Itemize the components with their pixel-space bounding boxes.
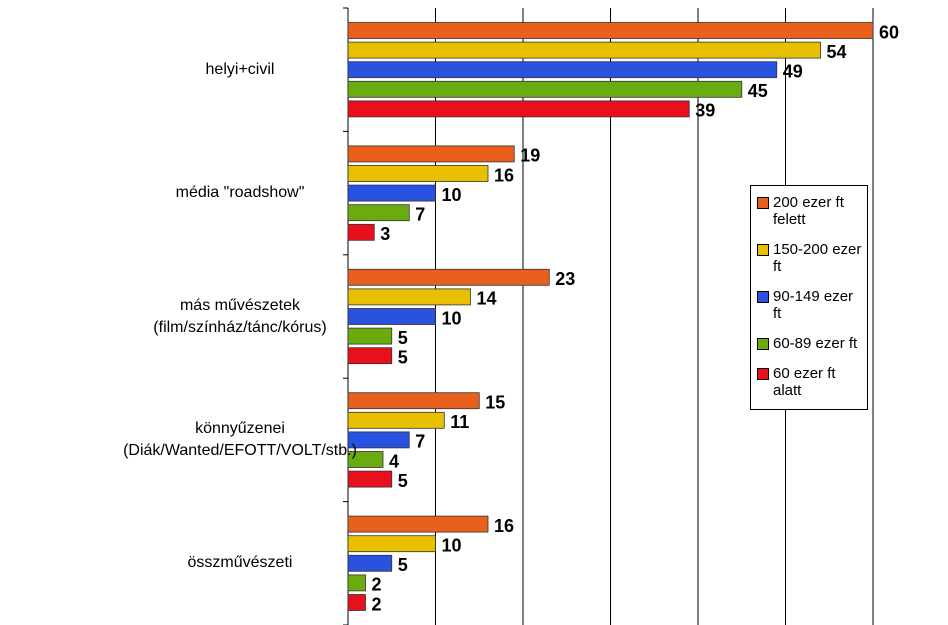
value-label: 4: [389, 451, 399, 471]
value-label: 5: [398, 555, 408, 575]
value-label: 7: [415, 204, 425, 224]
bar: [347, 100, 690, 118]
value-label: 39: [695, 101, 715, 121]
bar: [347, 184, 436, 202]
value-label: 7: [415, 432, 425, 452]
category-label: média "roadshow": [175, 184, 305, 202]
legend-swatch: [757, 291, 769, 303]
value-label: 23: [555, 269, 575, 289]
bar: [347, 22, 874, 39]
bar: [347, 574, 366, 592]
value-label: 2: [372, 594, 382, 614]
legend-label: 150-200 ezer ft: [773, 241, 862, 275]
value-label: 2: [372, 575, 382, 595]
legend-label: 60 ezer ft alatt: [773, 365, 836, 399]
legend-swatch: [757, 368, 769, 380]
category-label: más művészetek (film/színház/tánc/kórus): [153, 296, 327, 336]
value-label: 10: [442, 308, 462, 328]
legend-item: 90-149 ezer ft: [757, 288, 863, 322]
value-label: 10: [442, 535, 462, 555]
bar: [347, 288, 471, 306]
value-label: 60: [879, 22, 899, 42]
bar: [347, 535, 436, 553]
category-label: könnyűzenei (Diák/Wanted/EFOTT/VOLT/stb.…: [123, 419, 357, 459]
bar: [347, 204, 410, 222]
bar: [347, 451, 384, 468]
legend-item: 150-200 ezer ft: [757, 241, 863, 275]
value-label: 5: [398, 471, 408, 491]
bar: [347, 392, 480, 410]
legend-item: 60 ezer ft alatt: [757, 365, 863, 399]
value-label: 10: [442, 185, 462, 205]
value-label: 19: [520, 146, 540, 166]
bar: [347, 554, 393, 572]
value-label: 5: [398, 347, 408, 367]
legend-label: 60-89 ezer ft: [773, 335, 858, 352]
legend-item: 60-89 ezer ft: [757, 335, 863, 352]
legend-swatch: [757, 244, 769, 256]
bar: [347, 347, 393, 365]
value-label: 49: [783, 61, 803, 81]
value-label: 14: [477, 289, 497, 309]
value-label: 15: [485, 392, 505, 412]
legend: 200 ezer ft felett 150-200 ezer ft 90-149 …: [750, 185, 868, 410]
bar: [347, 594, 366, 611]
bar: [347, 431, 410, 449]
value-label: 16: [494, 516, 514, 536]
legend-label: 90-149 ezer ft: [773, 288, 854, 322]
category-label: helyi+civil: [205, 60, 275, 78]
bar: [347, 308, 436, 325]
legend-label: 200 ezer ft felett: [773, 194, 844, 228]
legend-swatch: [757, 338, 769, 350]
bar: [347, 268, 550, 286]
bar: [347, 145, 515, 163]
value-label: 5: [398, 328, 408, 348]
value-label: 54: [827, 42, 847, 62]
value-label: 3: [380, 224, 390, 244]
bar: [347, 515, 489, 533]
category-label: összművészeti: [187, 554, 293, 572]
legend-item: 200 ezer ft felett: [757, 194, 863, 228]
legend-swatch: [757, 197, 769, 209]
bar: [347, 470, 393, 488]
bar: [347, 80, 743, 98]
value-label: 11: [450, 412, 469, 432]
bar: [347, 223, 375, 241]
bar: [347, 41, 821, 59]
bar: [347, 327, 393, 345]
value-label: 45: [748, 81, 768, 101]
bar: [347, 165, 489, 182]
value-label: 16: [494, 165, 514, 185]
bar: [347, 411, 445, 429]
bar: [347, 61, 778, 79]
